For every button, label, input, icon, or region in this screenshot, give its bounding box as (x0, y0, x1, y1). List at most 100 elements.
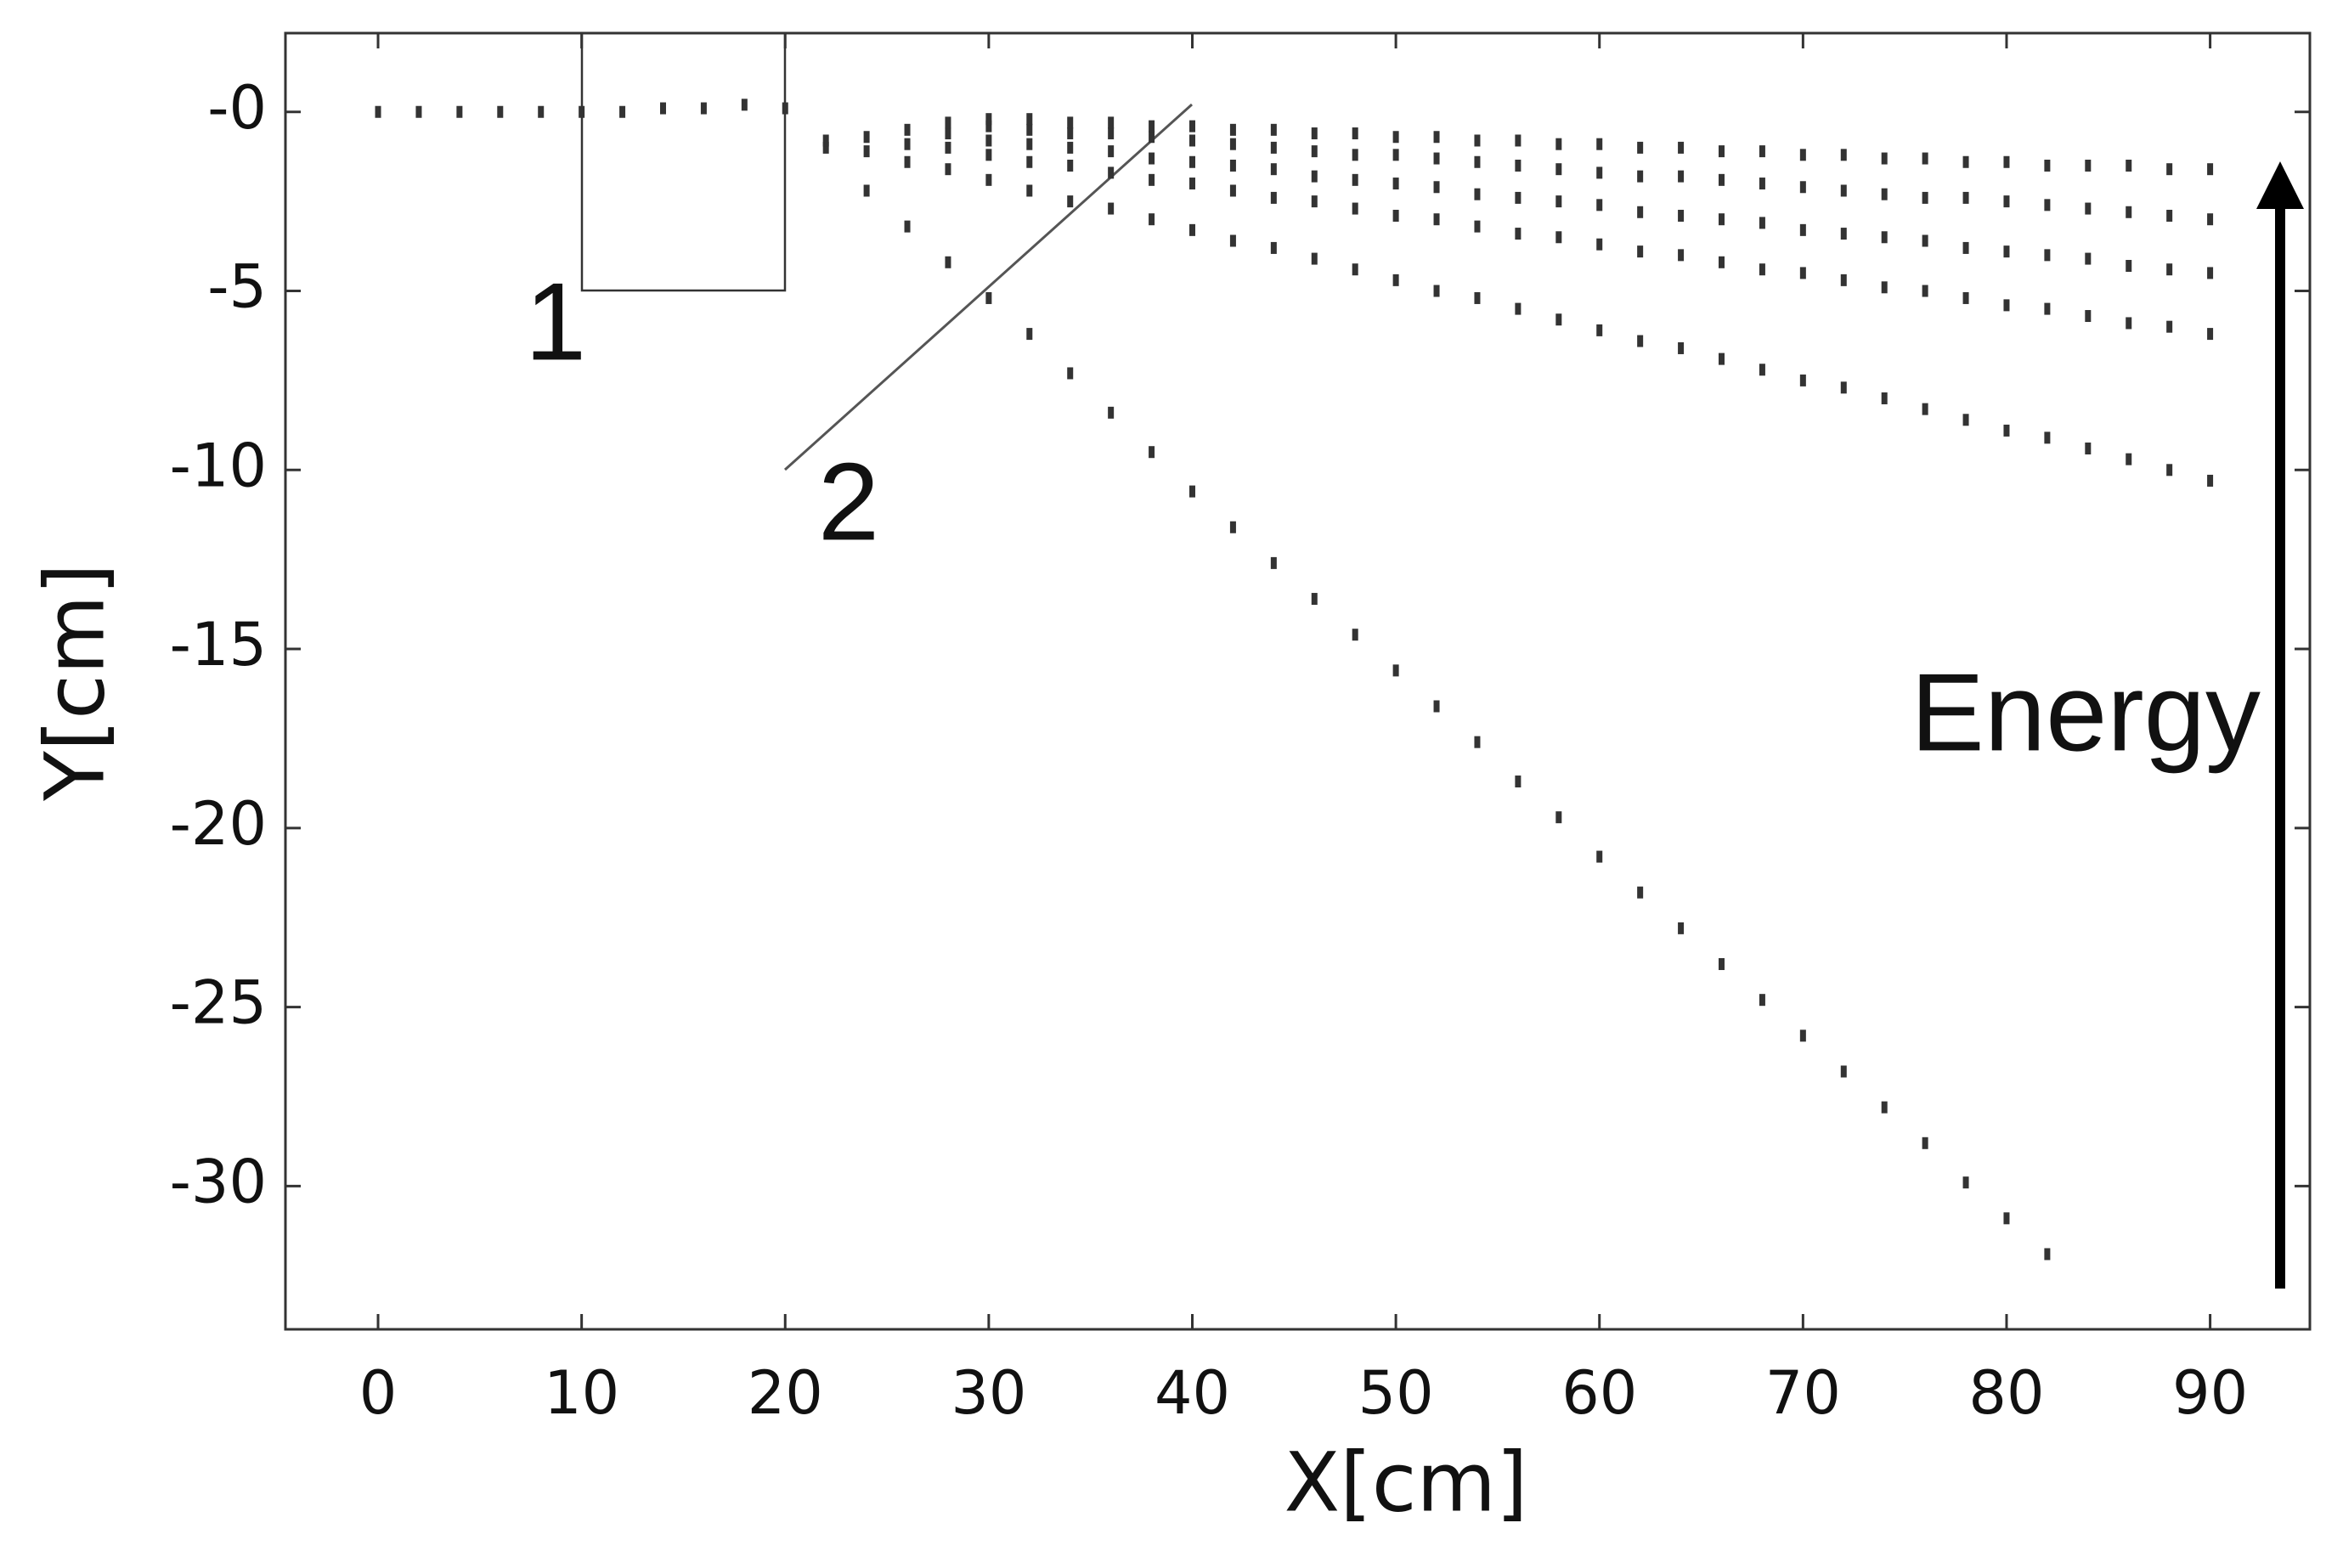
point (985, 291, 992, 304)
point (1881, 1101, 1888, 1114)
point (1637, 206, 1644, 218)
point (1840, 149, 1847, 161)
plot-frame (284, 31, 2312, 1331)
point (1311, 127, 1318, 140)
x-axis-title: X[cm] (1284, 1435, 1528, 1530)
point (1026, 138, 1033, 150)
point (1433, 700, 1440, 713)
point (1188, 485, 1195, 498)
point (1881, 152, 1888, 165)
point (1922, 285, 1928, 297)
point (1962, 155, 1969, 168)
annotation: Energy (1911, 650, 2261, 774)
point (2126, 206, 2132, 218)
x-tick-label: 90 (2172, 1358, 2248, 1428)
point (1678, 249, 1685, 262)
point (1392, 131, 1399, 144)
point (1067, 195, 1074, 208)
point (700, 102, 707, 115)
point (1026, 155, 1033, 168)
point (1596, 166, 1603, 179)
point (1922, 191, 1928, 204)
point (1596, 238, 1603, 251)
point (1108, 127, 1115, 140)
point (1555, 231, 1562, 244)
point (1433, 181, 1440, 194)
point (1515, 776, 1522, 788)
point (1229, 138, 1236, 150)
point (822, 134, 829, 147)
annotation: 1 (525, 259, 586, 383)
point (985, 134, 992, 147)
point (1555, 138, 1562, 150)
point (945, 141, 951, 154)
point (2126, 260, 2132, 273)
point (2044, 302, 2051, 315)
point (2085, 159, 2092, 172)
y-tick-label: -20 (170, 789, 267, 859)
point (538, 105, 545, 118)
point (1799, 149, 1806, 161)
point (1474, 291, 1481, 304)
point (1759, 994, 1765, 1007)
point (1596, 199, 1603, 212)
point (1433, 213, 1440, 226)
point (1188, 223, 1195, 236)
point (1515, 159, 1522, 172)
point (1515, 228, 1522, 240)
point (1881, 188, 1888, 200)
point (1637, 141, 1644, 154)
point (1311, 593, 1318, 606)
point (1759, 145, 1765, 158)
point (822, 141, 829, 154)
annotation: 2 (818, 439, 879, 563)
point (1188, 178, 1195, 190)
point (1311, 170, 1318, 183)
point (2166, 464, 2173, 477)
point (1352, 149, 1358, 161)
x-tick-label: 40 (1155, 1358, 1230, 1428)
point (1922, 1137, 1928, 1149)
point (1311, 195, 1318, 208)
y-tick-label: -30 (170, 1147, 267, 1216)
point (1149, 120, 1155, 133)
point (1026, 184, 1033, 197)
point (415, 105, 422, 118)
point (1719, 145, 1725, 158)
point (1474, 220, 1481, 233)
point (1759, 178, 1765, 190)
point (1719, 256, 1725, 268)
point (1759, 263, 1765, 276)
point (2003, 245, 2010, 258)
point (741, 99, 748, 111)
point (945, 256, 951, 268)
point (1311, 145, 1318, 158)
point (1067, 127, 1074, 140)
point (1149, 152, 1155, 165)
point (2166, 209, 2173, 222)
point (1719, 173, 1725, 186)
point (1188, 120, 1195, 133)
point (1596, 138, 1603, 150)
point (1596, 850, 1603, 863)
point (2166, 263, 2173, 276)
point (1149, 173, 1155, 186)
point (2166, 163, 2173, 176)
point (1922, 234, 1928, 247)
point (2085, 442, 2092, 454)
point (1270, 163, 1277, 176)
point (1922, 403, 1928, 415)
point (1229, 184, 1236, 197)
point (1962, 414, 1969, 426)
point (1067, 141, 1074, 154)
point (2044, 199, 2051, 212)
point (1474, 134, 1481, 147)
point (1515, 302, 1522, 315)
point (1026, 123, 1033, 136)
point (1840, 184, 1847, 197)
y-tick-label: -25 (170, 968, 267, 1038)
point (2044, 159, 2051, 172)
point (1555, 163, 1562, 176)
point (863, 184, 870, 197)
